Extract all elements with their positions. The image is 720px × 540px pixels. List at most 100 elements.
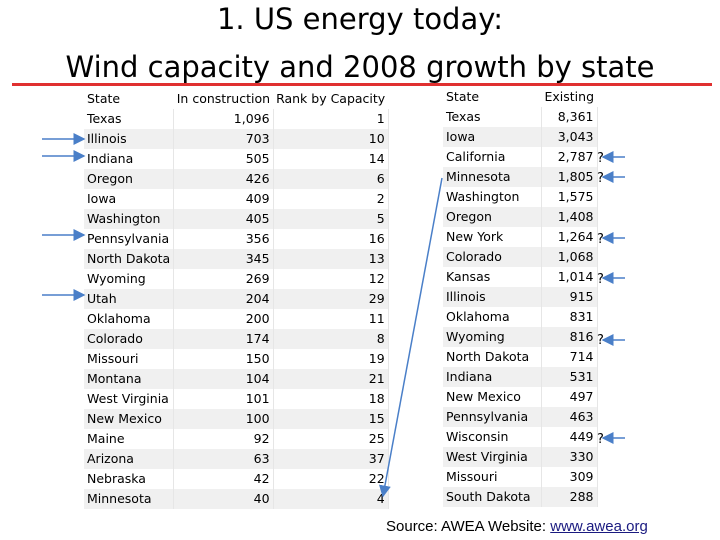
table-row: Minnesota 1,805 [443,167,598,187]
table-row: Utah 204 29 [84,289,389,309]
cell-state: Oklahoma [443,307,542,327]
table-row: Montana 104 21 [84,369,389,389]
cell-in-construction: 426 [173,169,274,189]
cell-state: Wisconsin [443,427,542,447]
cell-state: Texas [443,107,542,127]
cell-rank: 8 [273,329,389,349]
table-row: Pennsylvania 463 [443,407,598,427]
cell-rank: 21 [273,369,389,389]
cell-rank: 2 [273,189,389,209]
cell-state: North Dakota [84,249,175,269]
cell-rank: 16 [273,229,389,249]
question-mark-wyoming: ? [597,333,604,348]
table-row: Maine 92 25 [84,429,389,449]
header-rank: Rank by Capacity [273,89,389,109]
cell-state: South Dakota [443,487,542,507]
question-mark-wisconsin: ? [597,432,604,447]
cell-rank: 22 [273,469,389,489]
cell-state: Pennsylvania [443,407,542,427]
cell-in-construction: 40 [173,489,274,509]
cell-state: Wyoming [443,327,542,347]
cell-state: Colorado [84,329,175,349]
table-header-row: State Existing [443,87,598,107]
cell-state: Illinois [84,129,175,149]
cell-rank: 4 [273,489,389,509]
table-row: Oklahoma 831 [443,307,598,327]
table-row: Missouri 309 [443,467,598,487]
cell-existing: 816 [541,327,598,347]
cell-in-construction: 356 [173,229,274,249]
cell-state: West Virginia [84,389,175,409]
cell-in-construction: 703 [173,129,274,149]
table-row: Wyoming 816 [443,327,598,347]
cell-state: Nebraska [84,469,175,489]
question-mark-minnesota: ? [597,171,604,186]
table-row: Pennsylvania 356 16 [84,229,389,249]
table-row: Indiana 531 [443,367,598,387]
construction-table: State In construction Rank by Capacity T… [84,89,389,509]
table-row: Indiana 505 14 [84,149,389,169]
cell-rank: 15 [273,409,389,429]
cell-rank: 12 [273,269,389,289]
cell-existing: 8,361 [541,107,598,127]
header-in-construction: In construction [173,89,274,109]
table-row: Oregon 426 6 [84,169,389,189]
table-row: Oregon 1,408 [443,207,598,227]
cell-state: Iowa [84,189,175,209]
cell-state: Indiana [443,367,542,387]
header-state: State [443,87,542,107]
question-mark-kansas: ? [597,272,604,287]
cell-in-construction: 405 [173,209,274,229]
table-row: New Mexico 497 [443,387,598,407]
cell-in-construction: 200 [173,309,274,329]
table-row: North Dakota 714 [443,347,598,367]
table-row: Washington 405 5 [84,209,389,229]
table-row: Texas 1,096 1 [84,109,389,129]
table-row: Minnesota 40 4 [84,489,389,509]
header-state: State [84,89,174,109]
table-row: West Virginia 330 [443,447,598,467]
cell-state: Washington [84,209,175,229]
table-row: Wisconsin 449 [443,427,598,447]
table-row: West Virginia 101 18 [84,389,389,409]
cell-existing: 309 [541,467,598,487]
table-row: North Dakota 345 13 [84,249,389,269]
cell-existing: 714 [541,347,598,367]
table-row: Illinois 703 10 [84,129,389,149]
title-line-1: 1. US energy today: [216,2,504,36]
cell-in-construction: 63 [173,449,274,469]
table-row: Iowa 3,043 [443,127,598,147]
cell-in-construction: 269 [173,269,274,289]
cell-rank: 25 [273,429,389,449]
source-link[interactable]: www.awea.org [550,518,648,535]
cell-existing: 2,787 [541,147,598,167]
arrow-minnesota [379,177,443,498]
cell-in-construction: 101 [173,389,274,409]
question-mark-california: ? [597,151,604,166]
table-row: Arizona 63 37 [84,449,389,469]
cell-in-construction: 505 [173,149,274,169]
cell-in-construction: 204 [173,289,274,309]
cell-state: New Mexico [443,387,542,407]
cell-rank: 37 [273,449,389,469]
cell-existing: 3,043 [541,127,598,147]
cell-state: Illinois [443,287,542,307]
cell-rank: 18 [273,389,389,409]
table-row: Kansas 1,014 [443,267,598,287]
header-existing: Existing [541,87,598,107]
cell-state: Minnesota [443,167,542,187]
table-row: Iowa 409 2 [84,189,389,209]
cell-in-construction: 174 [173,329,274,349]
cell-state: North Dakota [443,347,542,367]
cell-existing: 1,408 [541,207,598,227]
cell-state: Missouri [84,349,175,369]
cell-existing: 1,068 [541,247,598,267]
table-header-row: State In construction Rank by Capacity [84,89,389,109]
title-underline [12,83,712,86]
cell-in-construction: 345 [173,249,274,269]
table-row: New Mexico 100 15 [84,409,389,429]
cell-state: New York [443,227,542,247]
table-row: Illinois 915 [443,287,598,307]
existing-table: State Existing Texas 8,361 Iowa 3,043 Califo… [443,87,598,507]
cell-rank: 10 [273,129,389,149]
